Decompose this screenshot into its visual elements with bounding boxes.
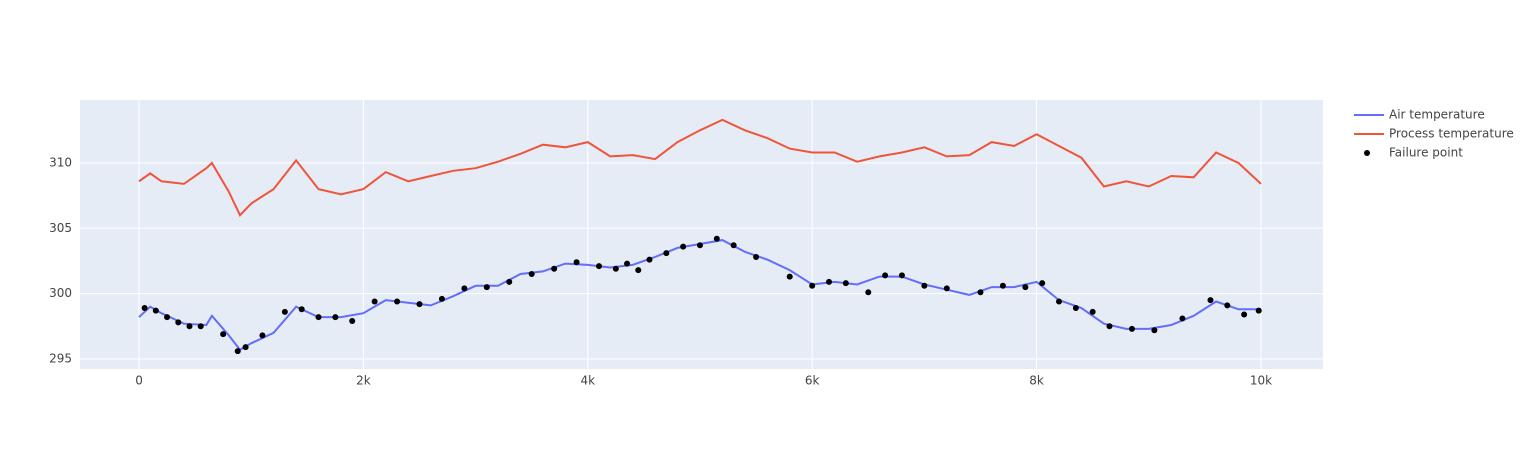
x-tick-label: 10k	[1250, 374, 1272, 388]
failure-point	[730, 242, 737, 249]
failure-point	[234, 348, 241, 355]
failure-point	[1128, 325, 1135, 332]
plot-area	[80, 100, 1323, 369]
legend-label: Process temperature	[1389, 127, 1514, 141]
failure-point	[826, 278, 833, 285]
failure-point	[977, 289, 984, 296]
failure-point	[898, 272, 905, 279]
failure-point	[809, 282, 816, 289]
failure-point	[197, 323, 204, 330]
failure-point	[1106, 323, 1113, 330]
legend-label: Failure point	[1389, 146, 1463, 160]
x-tick-label: 2k	[356, 374, 371, 388]
y-tick-label: 310	[49, 155, 72, 169]
failure-point	[220, 331, 227, 338]
failure-point	[315, 314, 322, 321]
failure-point	[624, 260, 631, 267]
failure-point	[842, 280, 849, 287]
failure-point	[1255, 307, 1262, 314]
failure-point	[506, 278, 513, 285]
failure-point	[680, 243, 687, 250]
failure-point	[1224, 302, 1231, 309]
failure-point	[1179, 315, 1186, 322]
failure-point	[259, 332, 266, 339]
failure-point	[483, 284, 490, 291]
failure-point	[551, 265, 558, 272]
failure-point	[663, 250, 670, 257]
failure-point	[175, 319, 182, 326]
legend-label: Air temperature	[1389, 108, 1485, 122]
failure-point	[1089, 308, 1096, 315]
failure-point	[371, 298, 378, 305]
failure-point	[438, 295, 445, 302]
y-tick-label: 300	[49, 286, 72, 300]
failure-point	[528, 271, 535, 278]
failure-point	[1072, 304, 1079, 311]
failure-point	[612, 265, 619, 272]
failure-point	[1022, 284, 1029, 291]
x-tick-label: 0	[135, 374, 143, 388]
failure-point	[943, 285, 950, 292]
failure-point	[999, 282, 1006, 289]
failure-point	[141, 304, 148, 311]
failure-point	[281, 308, 288, 315]
failure-point	[152, 307, 159, 314]
failure-point	[882, 272, 889, 279]
y-tick-label: 295	[49, 351, 72, 365]
failure-point	[1151, 327, 1158, 334]
failure-point	[696, 242, 703, 249]
failure-point	[1207, 297, 1214, 304]
x-tick-label: 8k	[1029, 374, 1044, 388]
failure-point	[1056, 298, 1063, 305]
failure-point	[865, 289, 872, 296]
failure-point	[416, 301, 423, 308]
legend-marker	[1364, 150, 1370, 156]
failure-point	[1241, 311, 1248, 318]
failure-point	[332, 314, 339, 321]
failure-point	[921, 282, 928, 289]
failure-point	[349, 318, 356, 325]
failure-point	[573, 259, 580, 266]
failure-point	[298, 306, 305, 313]
failure-point	[753, 254, 760, 261]
x-tick-label: 6k	[805, 374, 820, 388]
y-tick-label: 305	[49, 221, 72, 235]
failure-point	[596, 263, 603, 270]
x-tick-label: 4k	[580, 374, 595, 388]
failure-point	[646, 256, 653, 263]
failure-point	[786, 273, 793, 280]
failure-point	[186, 323, 193, 330]
failure-point	[164, 314, 171, 321]
failure-point	[394, 298, 401, 305]
failure-point	[242, 344, 249, 351]
failure-point	[461, 285, 468, 292]
failure-point	[713, 235, 720, 242]
series-line	[138, 118, 1262, 217]
failure-point	[635, 267, 642, 274]
failure-point	[1039, 280, 1046, 287]
